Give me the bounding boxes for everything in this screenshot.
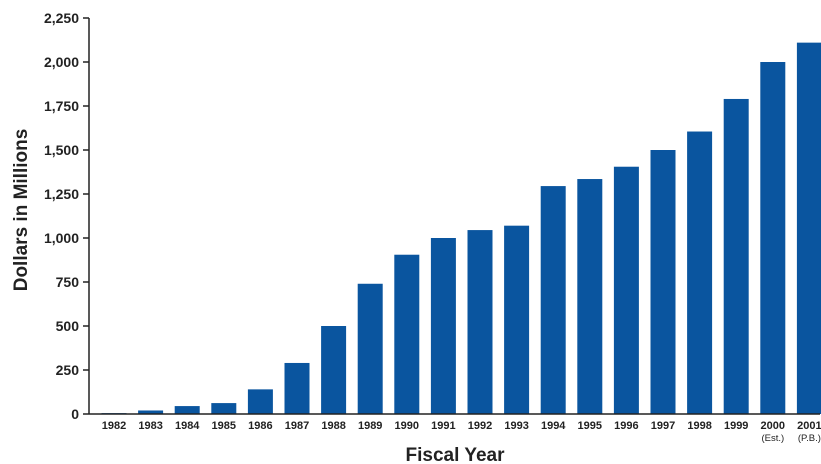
x-tick-label: 1996: [614, 420, 638, 432]
bar-1988: [321, 326, 347, 414]
bar-1991: [430, 238, 456, 414]
x-tick-label: 1990: [395, 420, 419, 432]
x-tick-label: 1994: [541, 420, 566, 432]
bar-2000: [760, 62, 786, 414]
y-tick-label: 750: [56, 274, 80, 290]
x-tick-label: 1991: [431, 420, 455, 432]
bar-1994: [540, 186, 566, 414]
x-axis: 1982 1983 1984 1985 1986 1987 1988 1989 1990 1991…: [89, 413, 821, 444]
x-axis-title: Fiscal Year: [406, 445, 506, 464]
bar-2001: [796, 42, 821, 414]
x-tick-label: 1995: [578, 420, 602, 432]
bar-1984: [174, 406, 200, 414]
y-tick-label: 500: [56, 318, 80, 334]
x-tick-label: 1997: [651, 420, 675, 432]
x-tick-label: 2000: [761, 420, 785, 432]
bar-1986: [247, 389, 273, 414]
x-tick-label: 1993: [504, 420, 528, 432]
bar-1992: [467, 230, 493, 414]
x-tick-label: 1998: [687, 420, 711, 432]
bar-1983: [138, 410, 164, 414]
x-tick-label: 1999: [724, 420, 748, 432]
bar-1989: [357, 283, 383, 414]
y-tick-label: 2,250: [44, 10, 79, 26]
bar-1998: [687, 131, 713, 414]
x-tick-label: 1982: [102, 420, 126, 432]
x-tick-sublabel: (Est.): [761, 433, 784, 444]
x-tick-label: 2001: [797, 420, 821, 432]
bars: [101, 42, 821, 415]
x-tick-label: 1985: [212, 420, 236, 432]
bar-1985: [211, 403, 237, 414]
y-tick-label: 250: [56, 362, 80, 378]
y-tick-label: 0: [71, 406, 79, 422]
bar-1997: [650, 150, 676, 414]
y-tick-label: 1,000: [44, 230, 79, 246]
x-tick-sublabel: (P.B.): [798, 433, 821, 444]
y-tick-label: 1,750: [44, 98, 79, 114]
x-tick-label: 1983: [138, 420, 162, 432]
bar-1987: [284, 362, 310, 414]
bar-1999: [723, 98, 749, 415]
y-axis-title: Dollars in Millions: [11, 129, 32, 292]
x-tick-label: 1992: [468, 420, 492, 432]
x-tick-label: 1984: [175, 420, 200, 432]
y-axis: 0 250 500 750 1,000 1,250 1,500 1,750 2,000 2,250: [44, 10, 90, 422]
bar-1995: [577, 179, 603, 414]
bar-1996: [613, 166, 639, 414]
x-tick-label: 1989: [358, 420, 382, 432]
bar-1993: [504, 225, 530, 414]
x-tick-label: 1986: [248, 420, 272, 432]
x-tick-label: 1987: [285, 420, 309, 432]
y-tick-label: 2,000: [44, 54, 79, 70]
y-tick-label: 1,500: [44, 142, 79, 158]
y-tick-label: 1,250: [44, 186, 79, 202]
x-tick-label: 1988: [321, 420, 345, 432]
bar-1990: [394, 254, 420, 414]
